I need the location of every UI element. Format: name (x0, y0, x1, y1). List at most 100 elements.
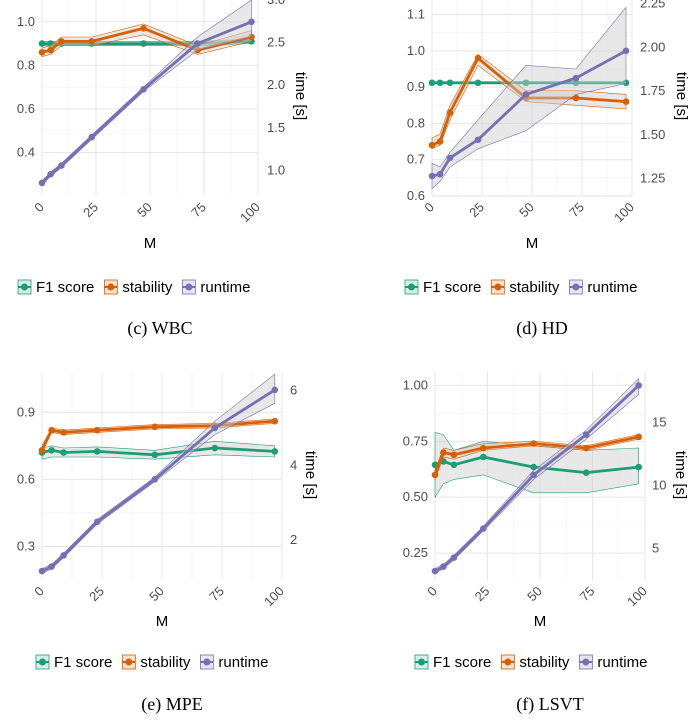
data-point-f1 (38, 40, 46, 47)
legend-swatch-point (418, 658, 425, 666)
panel-caption: (c) WBC (127, 318, 192, 339)
data-point-runtime (522, 91, 530, 98)
data-point-runtime (60, 552, 67, 559)
data-point-f1 (211, 444, 219, 452)
y-left-tick-label: 0.3 (17, 538, 35, 553)
legend: F1 score stability runtime (414, 654, 647, 671)
legend-label-f1: F1 score (433, 654, 491, 671)
legend-swatch-point (582, 658, 590, 666)
data-point-f1 (446, 79, 454, 87)
data-point-runtime (140, 85, 147, 93)
x-tick-label: 100 (261, 583, 287, 609)
y-right-tick-label: 6 (290, 383, 297, 398)
data-point-runtime (47, 170, 54, 178)
legend-swatch-point (572, 283, 580, 291)
series-runtime (428, 6, 630, 190)
legend-key-f1 (414, 654, 429, 670)
legend-swatch-point (107, 283, 115, 291)
data-point-runtime (428, 172, 436, 180)
data-point-runtime (474, 136, 482, 144)
legend-swatch-point (185, 283, 193, 291)
data-point-runtime (88, 133, 95, 141)
series-runtime (38, 373, 279, 575)
y-right-tick-label: 2.25 (640, 0, 665, 11)
y-left-tick-label: 0.8 (17, 57, 35, 72)
y-right-tick-label: 1.0 (267, 162, 285, 177)
data-point-f1 (635, 463, 642, 471)
data-point-f1 (140, 40, 147, 47)
data-point-f1 (474, 79, 482, 87)
legend-key-runtime (568, 279, 583, 295)
data-point-f1 (47, 40, 54, 47)
legend-key-stability (103, 279, 118, 295)
y-right-tick-label: 2.00 (640, 39, 665, 54)
legend-swatch-point (125, 658, 133, 666)
legend-label-f1: F1 score (423, 279, 481, 296)
y-left-tick-label: 0.4 (17, 144, 35, 159)
series-runtime (431, 377, 642, 575)
legend-label-stability: stability (140, 654, 191, 671)
y-right-tick-label: 2 (290, 532, 297, 547)
y-left-tick-label: 0.25 (403, 545, 428, 560)
x-tick-label: 50 (134, 199, 155, 220)
x-axis-title: M (156, 613, 169, 630)
x-tick-label: 75 (566, 199, 587, 220)
legend-swatch-point (504, 658, 512, 666)
y-left-tick-label: 0.6 (17, 471, 35, 486)
panel-caption: (f) LSVT (516, 694, 583, 715)
x-tick-label: 50 (524, 583, 545, 604)
data-point-runtime (582, 431, 590, 438)
data-point-f1 (480, 453, 487, 461)
data-point-runtime (480, 525, 487, 532)
data-point-f1 (151, 451, 159, 459)
data-point-stability (88, 38, 95, 45)
x-tick-label: 25 (472, 583, 493, 604)
y-right-tick-label: 4 (290, 457, 297, 472)
legend-key-f1 (17, 279, 32, 295)
legend: F1 score stability runtime (17, 279, 250, 296)
y-right-tick-label: 1.50 (640, 127, 665, 142)
data-point-stability (530, 440, 537, 447)
legend: F1 score stability runtime (404, 279, 637, 296)
legend-key-stability (121, 654, 136, 670)
legend-key-runtime (578, 654, 593, 670)
data-point-f1 (450, 461, 458, 469)
series-f1 (38, 440, 279, 460)
y-left-tick-label: 0.50 (403, 489, 428, 504)
series-stability (428, 53, 630, 150)
x-tick-label: 50 (146, 583, 167, 604)
legend-key-runtime (199, 654, 214, 670)
series-stability (431, 433, 642, 480)
legend-key-f1 (404, 279, 419, 295)
panel-caption: (d) HD (516, 318, 568, 339)
data-point-f1 (428, 79, 436, 87)
data-point-stability (480, 444, 487, 452)
legend-key-runtime (181, 279, 196, 295)
data-point-runtime (211, 424, 219, 432)
y-left-tick-label: 0.9 (407, 79, 425, 94)
data-point-stability (140, 25, 147, 32)
legend-swatch-point (39, 658, 46, 666)
legend-key-stability (490, 279, 505, 295)
data-point-stability (572, 94, 580, 102)
y-right-axis-title: time [s] (302, 451, 319, 499)
data-point-runtime (440, 563, 447, 570)
data-point-stability (474, 54, 482, 62)
confidence-band-runtime (431, 6, 627, 190)
data-point-f1 (530, 463, 537, 471)
data-point-f1 (582, 469, 590, 476)
x-tick-label: 100 (237, 199, 263, 225)
y-left-tick-label: 0.6 (407, 188, 425, 203)
x-tick-label: 75 (577, 583, 598, 604)
chart-panel-1: 0.4 0.6 0.8 1.0 1.0 1.5 2.0 2.5 3.0 0 25 50 75 100 Mti… (17, 0, 309, 339)
x-tick-label: 50 (516, 199, 537, 220)
data-point-runtime (38, 567, 46, 575)
data-point-runtime (446, 154, 454, 162)
y-right-axis-title: time [s] (672, 451, 689, 499)
legend-label-stability: stability (519, 654, 570, 671)
data-point-stability (48, 426, 55, 434)
y-left-tick-label: 1.0 (407, 43, 425, 58)
